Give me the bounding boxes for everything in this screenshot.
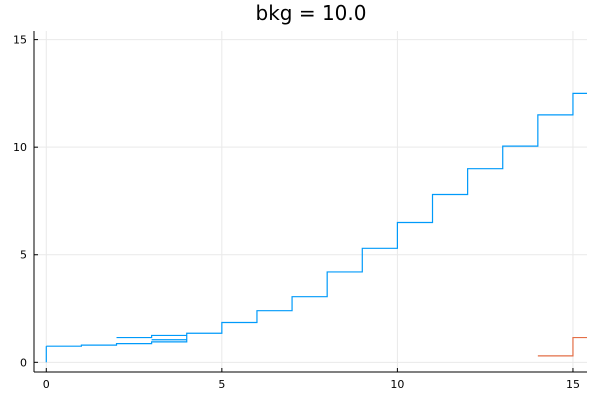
y-tick-label: 15 xyxy=(13,34,27,47)
series-line-1 xyxy=(46,92,587,347)
x-tick-label: 10 xyxy=(390,378,404,391)
x-tick-label: 0 xyxy=(43,378,50,391)
axes xyxy=(33,31,587,373)
x-tick-label: 5 xyxy=(218,378,225,391)
grid xyxy=(34,31,587,372)
y-tick-label: 10 xyxy=(13,141,27,154)
chart-title: bkg = 10.0 xyxy=(256,1,367,25)
series-line-4 xyxy=(537,336,587,357)
series-line-2 xyxy=(116,334,187,339)
tick-labels: 0 5 10 15 0 5 10 15 xyxy=(13,34,580,391)
y-tick-label: 5 xyxy=(20,249,27,262)
y-tick-label: 0 xyxy=(20,356,27,369)
x-tick-label: 15 xyxy=(566,378,580,391)
series-layer xyxy=(45,92,587,363)
